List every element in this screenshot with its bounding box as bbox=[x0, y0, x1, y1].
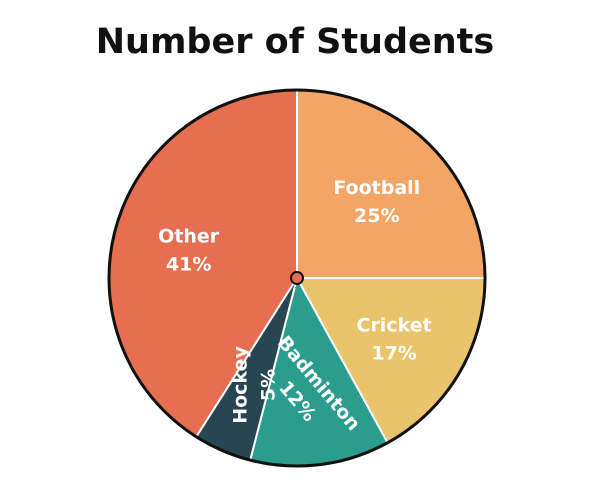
pie-value-football: 25% bbox=[354, 205, 399, 227]
pie-value-other: 41% bbox=[166, 254, 211, 276]
pie-value-hockey: 5% bbox=[258, 369, 280, 401]
pie-outline bbox=[107, 88, 487, 468]
pie-label-group-football: Football 25% bbox=[333, 177, 420, 227]
chart-title: Number of Students bbox=[95, 22, 495, 62]
pie-slices bbox=[108, 88, 487, 467]
pie-label-group-cricket: Cricket 17% bbox=[356, 314, 431, 364]
pie-value-cricket: 17% bbox=[371, 342, 416, 364]
pie-label-group-other: Other 41% bbox=[158, 226, 220, 276]
pie-label-hockey: Hockey bbox=[230, 346, 252, 424]
pie-label-group-hockey: Hockey 5% bbox=[230, 346, 280, 424]
pie-label-football: Football bbox=[333, 177, 420, 199]
pie-center-dot bbox=[290, 271, 304, 285]
pie-label-other: Other bbox=[158, 226, 220, 248]
pie-label-cricket: Cricket bbox=[356, 314, 431, 336]
